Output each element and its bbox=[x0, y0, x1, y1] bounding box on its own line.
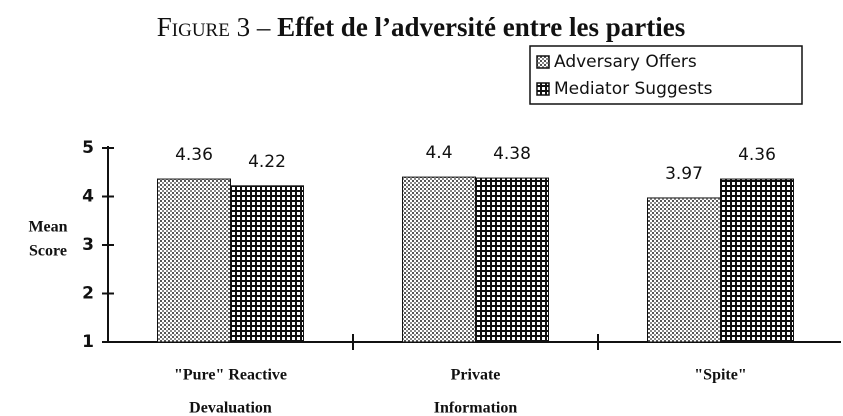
legend-swatch bbox=[536, 82, 550, 96]
y-tick-label: 4 bbox=[82, 187, 94, 207]
x-tick-label: Information bbox=[434, 400, 518, 416]
legend-box bbox=[529, 45, 803, 105]
y-tick-label: 1 bbox=[82, 332, 94, 352]
value-label: 4.36 bbox=[175, 145, 213, 165]
bar bbox=[475, 177, 549, 343]
value-label: 4.36 bbox=[738, 145, 776, 165]
legend-label: Mediator Suggests bbox=[554, 79, 713, 99]
bar bbox=[720, 178, 794, 343]
x-tick-label: "Spite" bbox=[694, 367, 746, 384]
x-tick-label: Devaluation bbox=[189, 400, 272, 416]
x-tick-label: "Pure" Reactive bbox=[174, 367, 287, 384]
y-tick-label: 3 bbox=[82, 235, 94, 255]
bar bbox=[157, 178, 231, 343]
y-axis-label: Score bbox=[29, 243, 67, 260]
y-tick-label: 2 bbox=[82, 284, 94, 304]
legend-label: Adversary Offers bbox=[554, 52, 697, 72]
value-label: 4.4 bbox=[425, 143, 452, 163]
bar bbox=[230, 185, 304, 343]
chart-title: Figure 3 – Effet de l’adversité entre le… bbox=[157, 12, 685, 42]
y-axis-label: Mean bbox=[28, 219, 67, 236]
figure-label: Figure 3 – bbox=[157, 12, 271, 42]
bar bbox=[402, 176, 476, 343]
x-tick-label: Private bbox=[451, 367, 501, 384]
legend-swatch bbox=[536, 55, 550, 69]
title-text: Effet de l’adversité entre les parties bbox=[277, 12, 685, 42]
y-tick-label: 5 bbox=[82, 138, 94, 158]
value-label: 4.22 bbox=[248, 152, 286, 172]
value-label: 3.97 bbox=[665, 164, 703, 184]
bar bbox=[647, 197, 721, 343]
value-label: 4.38 bbox=[493, 144, 531, 164]
